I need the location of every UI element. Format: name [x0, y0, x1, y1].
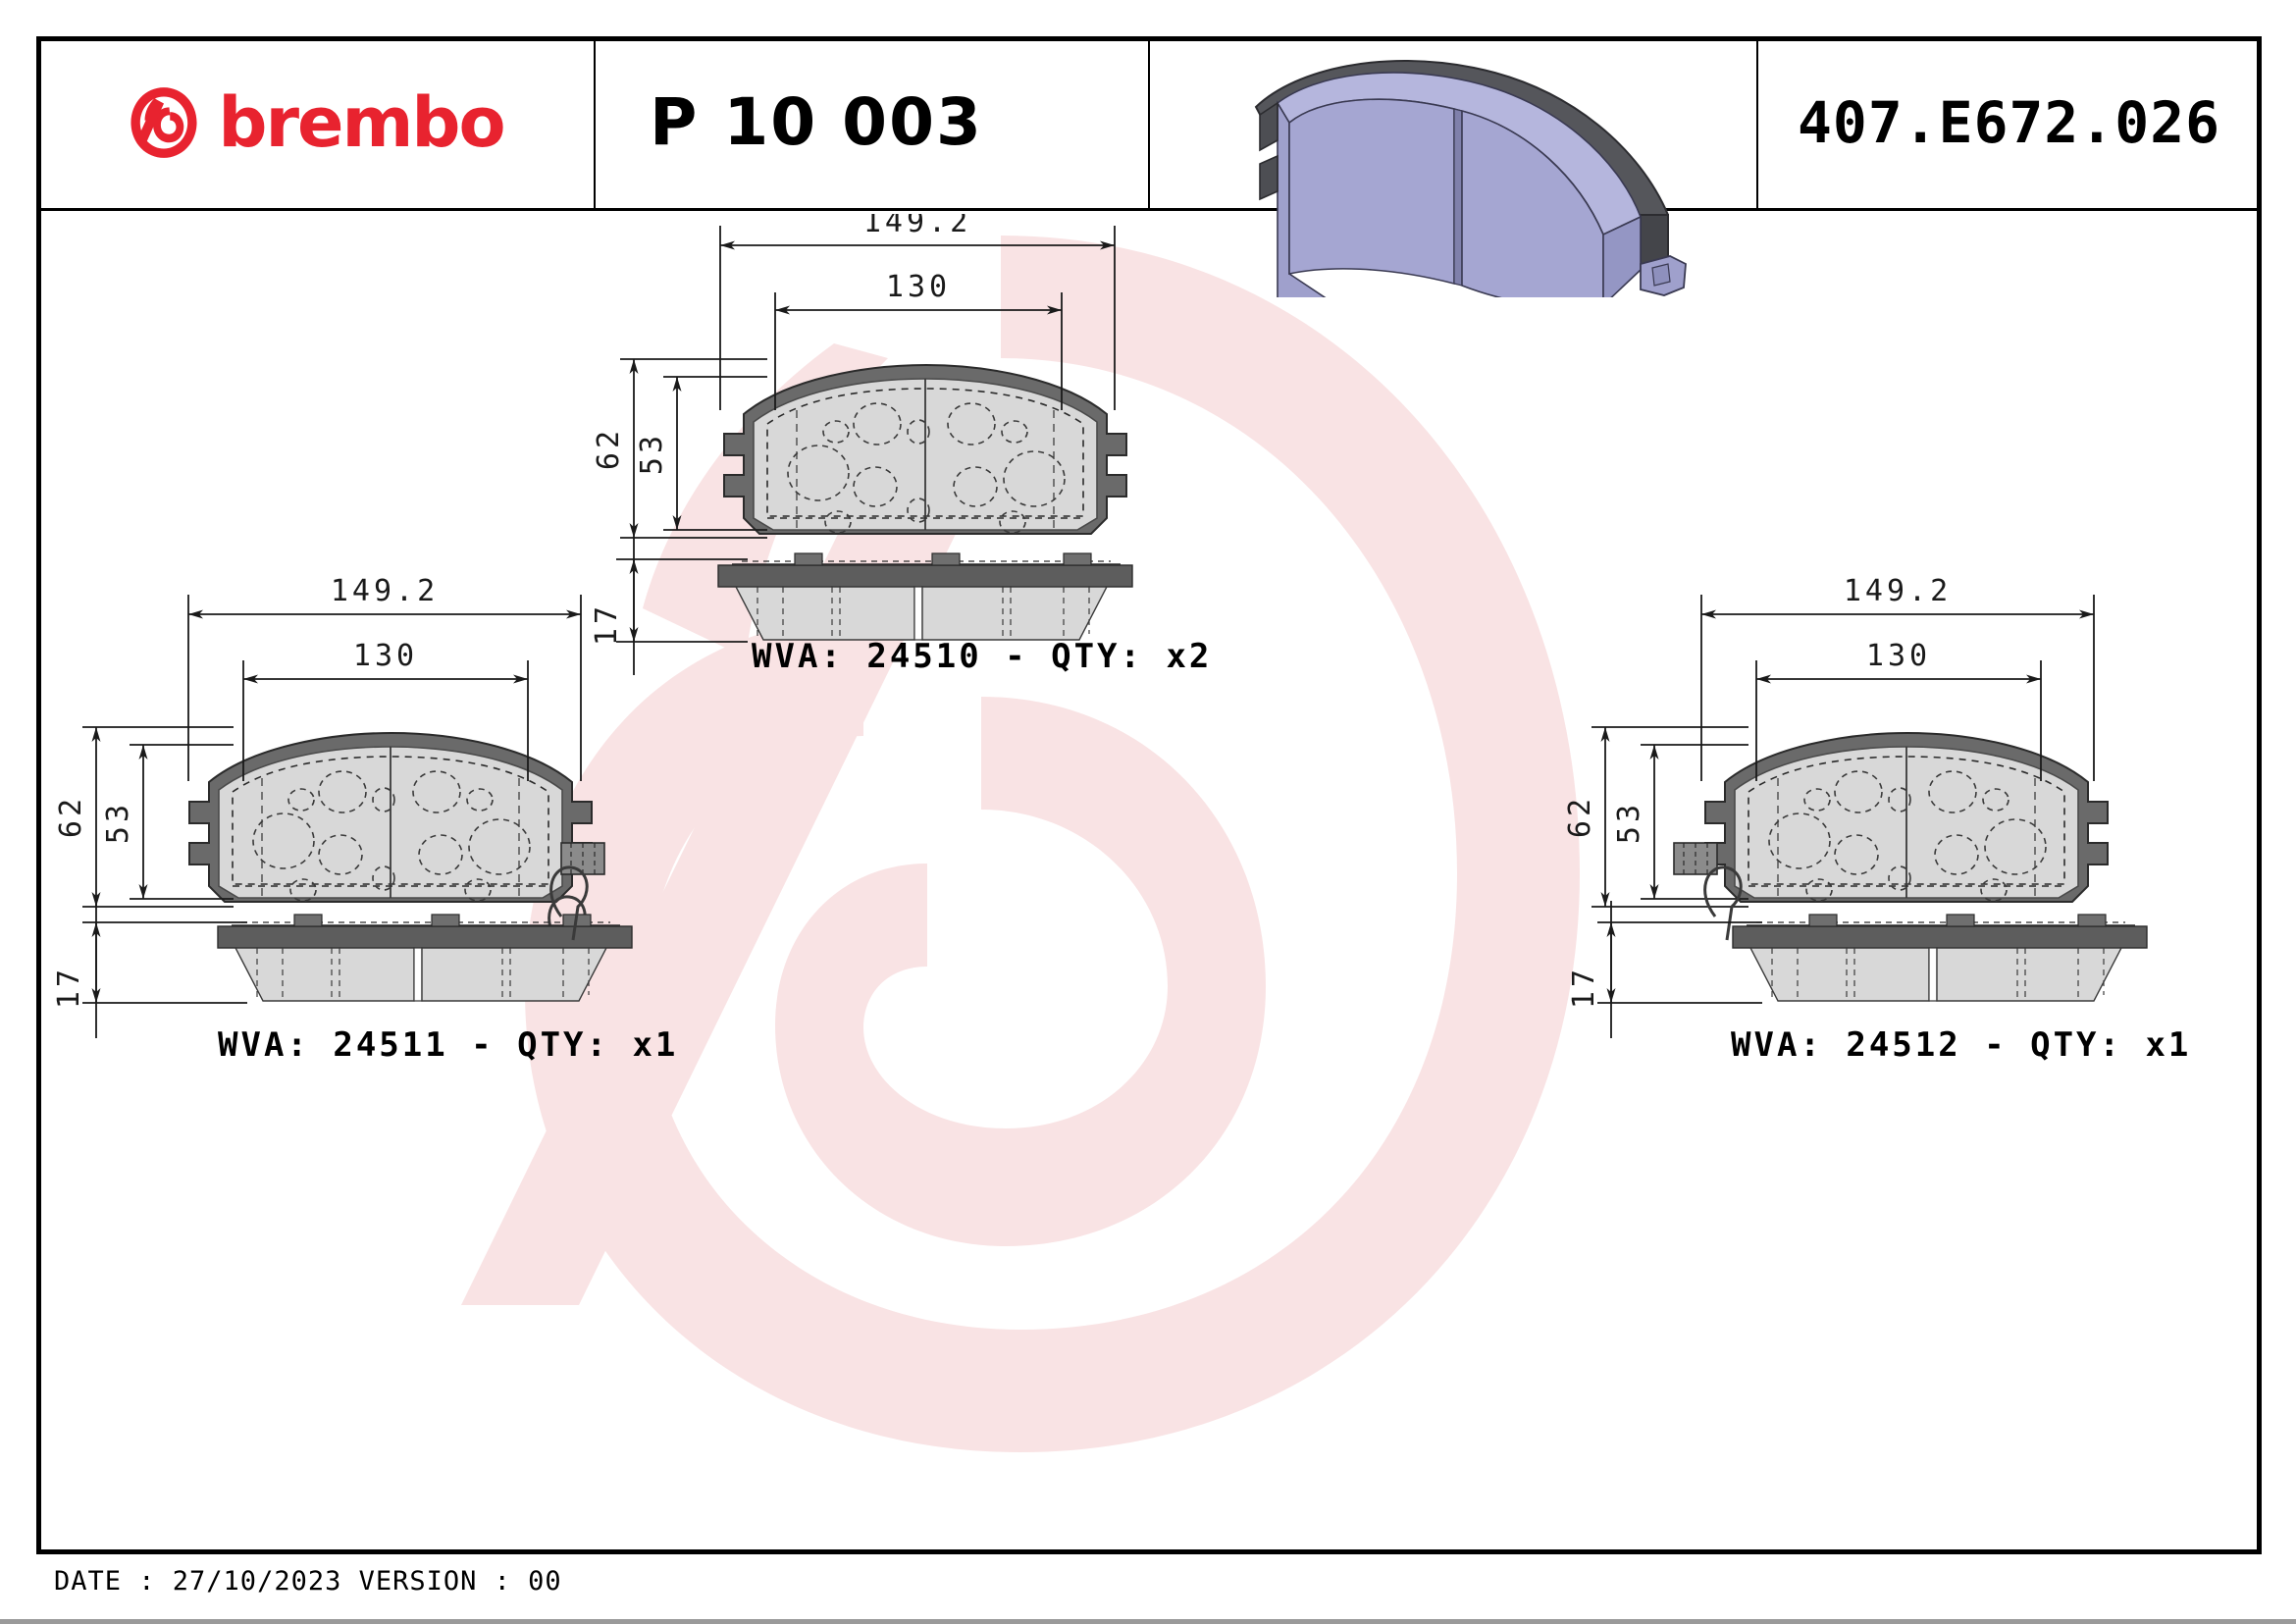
dim-height-inner: 53	[635, 432, 669, 475]
part-number: 407.E672.026	[1798, 88, 2221, 156]
pad-view-bottom-right: 149.2 130 62 53	[1563, 574, 2148, 1038]
wear-indicator-tab	[560, 842, 605, 875]
pad-view-bottom-left: 149.2 130 62 53	[52, 574, 633, 1038]
wear-indicator-tab	[1673, 842, 1718, 875]
wva-label-bottom-right: WVA: 24512 - QTY: x1	[1731, 1025, 2191, 1065]
brembo-logo: brembo	[126, 81, 506, 163]
spring-clip-icon	[1703, 865, 1743, 941]
brand-cell: brembo	[36, 36, 596, 208]
dim-height-inner: 53	[1612, 801, 1646, 844]
wva-label-bottom-left: WVA: 24511 - QTY: x1	[218, 1025, 678, 1065]
dim-length-inner: 130	[353, 639, 418, 673]
dim-length-outer: 149.2	[331, 574, 439, 608]
pad-view-top: 149.2 130 62 53	[590, 214, 1133, 675]
footer-rule	[0, 1619, 2296, 1624]
dim-length-inner: 130	[1866, 639, 1931, 673]
wva-label-top: WVA: 24510 - QTY: x2	[752, 637, 1212, 676]
dim-thickness: 17	[1567, 966, 1601, 1009]
dim-height-inner: 53	[101, 801, 135, 844]
dim-height-outer: 62	[592, 427, 626, 470]
product-code-cell: P 10 003	[596, 36, 1150, 208]
title-block: brembo P 10 003	[36, 36, 2262, 297]
footer-date-version: DATE : 27/10/2023 VERSION : 00	[54, 1566, 562, 1597]
dim-height-outer: 62	[54, 795, 88, 838]
product-code: P 10 003	[650, 84, 983, 160]
dim-height-outer: 62	[1563, 795, 1597, 838]
dim-thickness: 17	[52, 966, 86, 1009]
product-render-cell	[1150, 36, 1758, 297]
dim-length-outer: 149.2	[1844, 574, 1952, 608]
dim-length-outer: 149.2	[863, 214, 971, 239]
dim-length-inner: 130	[886, 270, 951, 304]
technical-drawings: 149.2 130 62 53	[52, 214, 2191, 1065]
part-number-cell: 407.E672.026	[1758, 36, 2262, 208]
brand-wordmark: brembo	[218, 81, 505, 163]
dim-thickness: 17	[590, 602, 624, 646]
brembo-mark-icon	[130, 86, 197, 158]
